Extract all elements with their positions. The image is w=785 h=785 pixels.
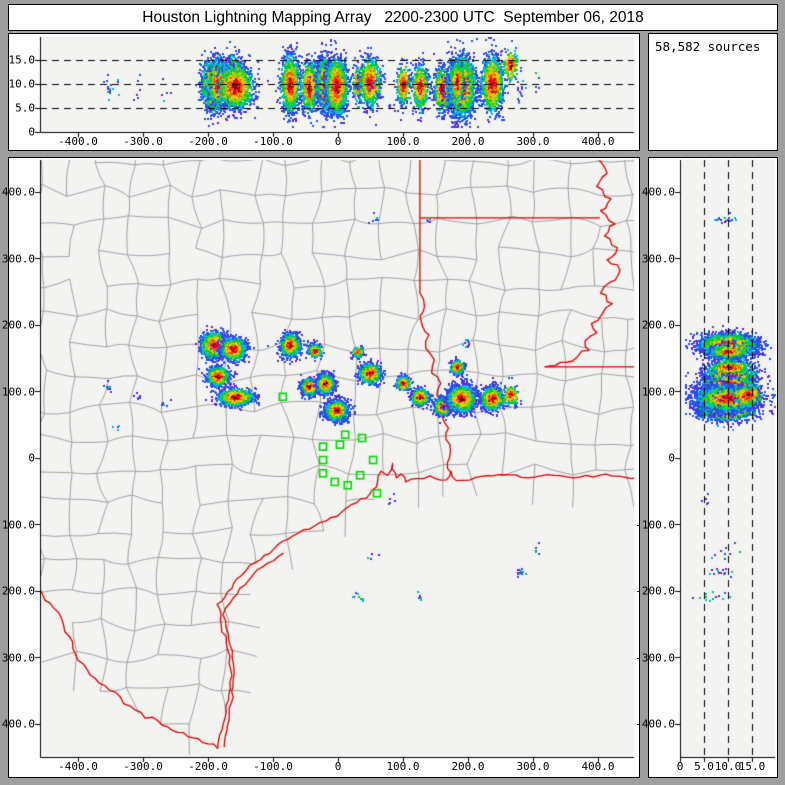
tick-label: 0 xyxy=(334,135,342,148)
tick-label: -400.0 xyxy=(635,717,675,731)
northsouth-vs-altitude-panel: 400.0 300.0 200.0 100.0 0 -100.0 -200.0 -300.0 -… xyxy=(635,157,778,778)
tick-label: 200.0 xyxy=(451,135,485,148)
tick-label: 300.0 xyxy=(516,135,550,148)
tick-label: -300.0 xyxy=(635,651,675,664)
tick-label: -200.0 xyxy=(0,584,35,598)
tick-label: 300.0 xyxy=(1,252,35,265)
source-count-panel: 58,582 sources xyxy=(648,33,778,151)
tick-label: 100.0 xyxy=(1,385,35,398)
tick-label: -300.0 xyxy=(0,651,35,664)
tick-label: -200.0 xyxy=(188,135,228,148)
tick-label: 400.0 xyxy=(581,760,615,773)
tick-label: 100.0 xyxy=(641,385,675,398)
tick-label: 15.0 xyxy=(8,53,36,67)
altitude-vs-eastwest-panel: 0 5.0 10.0 15.0 -400.0 -300.0 -200.0 -100.0 0 100… xyxy=(8,33,640,151)
tick-label: -200.0 xyxy=(635,584,675,598)
tick-label: -100.0 xyxy=(253,760,293,773)
tick-label: 5.0 xyxy=(15,101,35,115)
tick-label: -100.0 xyxy=(0,518,35,531)
tick-label: 0 xyxy=(668,451,675,465)
tick-label: 10.0 xyxy=(714,760,742,773)
tick-label: -300.0 xyxy=(123,135,163,148)
source-count-text: 58,582 sources xyxy=(655,39,761,54)
tick-label: -400.0 xyxy=(58,760,98,773)
tick-label: 300.0 xyxy=(641,252,675,265)
tick-label: 400.0 xyxy=(1,185,35,199)
tick-label: 0 xyxy=(28,125,35,139)
tick-label: 100.0 xyxy=(386,135,420,148)
tick-label: 5.0 xyxy=(694,760,714,773)
tick-label: -100.0 xyxy=(635,518,675,531)
tick-label: 200.0 xyxy=(451,760,485,773)
tick-label: 400.0 xyxy=(641,185,675,199)
tick-label: -400.0 xyxy=(0,717,35,731)
plan-view-map-canvas[interactable] xyxy=(9,158,639,777)
tick-label: 200.0 xyxy=(641,318,675,332)
tick-label: 0 xyxy=(334,760,342,773)
tick-label: 100.0 xyxy=(386,760,420,773)
tick-label: -300.0 xyxy=(123,760,163,773)
tick-label: -200.0 xyxy=(188,760,228,773)
tick-label: 200.0 xyxy=(1,318,35,332)
tick-label: 400.0 xyxy=(581,135,615,148)
tick-label: 0 xyxy=(28,451,35,465)
tick-label: 300.0 xyxy=(516,760,550,773)
title-bar: Houston Lightning Mapping Array 2200-230… xyxy=(8,4,778,31)
altitude-eastwest-plot-canvas[interactable] xyxy=(9,34,639,150)
tick-label: -400.0 xyxy=(58,135,98,148)
tick-label: 15.0 xyxy=(738,760,766,773)
northsouth-altitude-plot-canvas[interactable] xyxy=(649,158,777,777)
tick-label: -100.0 xyxy=(253,135,293,148)
page-title: Houston Lightning Mapping Array 2200-230… xyxy=(142,8,644,26)
plan-view-map-panel: 400.0 300.0 200.0 100.0 0 -100.0 -200.0 -300.0 -… xyxy=(0,157,640,778)
tick-label: 0 xyxy=(676,760,684,773)
tick-label: 10.0 xyxy=(8,77,36,91)
